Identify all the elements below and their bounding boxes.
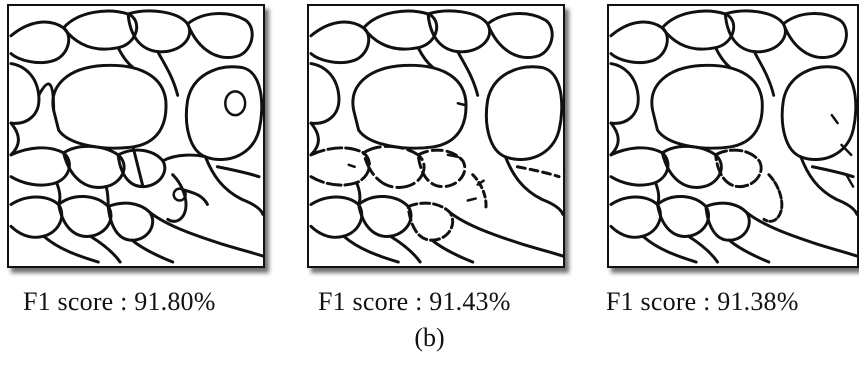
panel-2: F1 score : 91.43% [286,0,572,368]
boundary-map-3 [609,9,857,264]
f1-score-label: F1 score : 91.80% [23,287,216,316]
caption-label: (b) [414,323,445,352]
f1-score-label: F1 score : 91.38% [606,287,799,316]
boundary-map-1 [9,9,263,264]
segmentation-image-2 [307,4,565,268]
segmentation-image-1 [7,4,265,268]
panel-3: F1 score : 91.38% [572,0,859,368]
panel-1: F1 score : 91.80% [0,0,286,368]
segmentation-image-3 [607,4,859,268]
figure-caption: (b) [0,323,859,353]
boundary-map-2 [309,9,563,264]
f1-score-label: F1 score : 91.43% [318,287,511,316]
